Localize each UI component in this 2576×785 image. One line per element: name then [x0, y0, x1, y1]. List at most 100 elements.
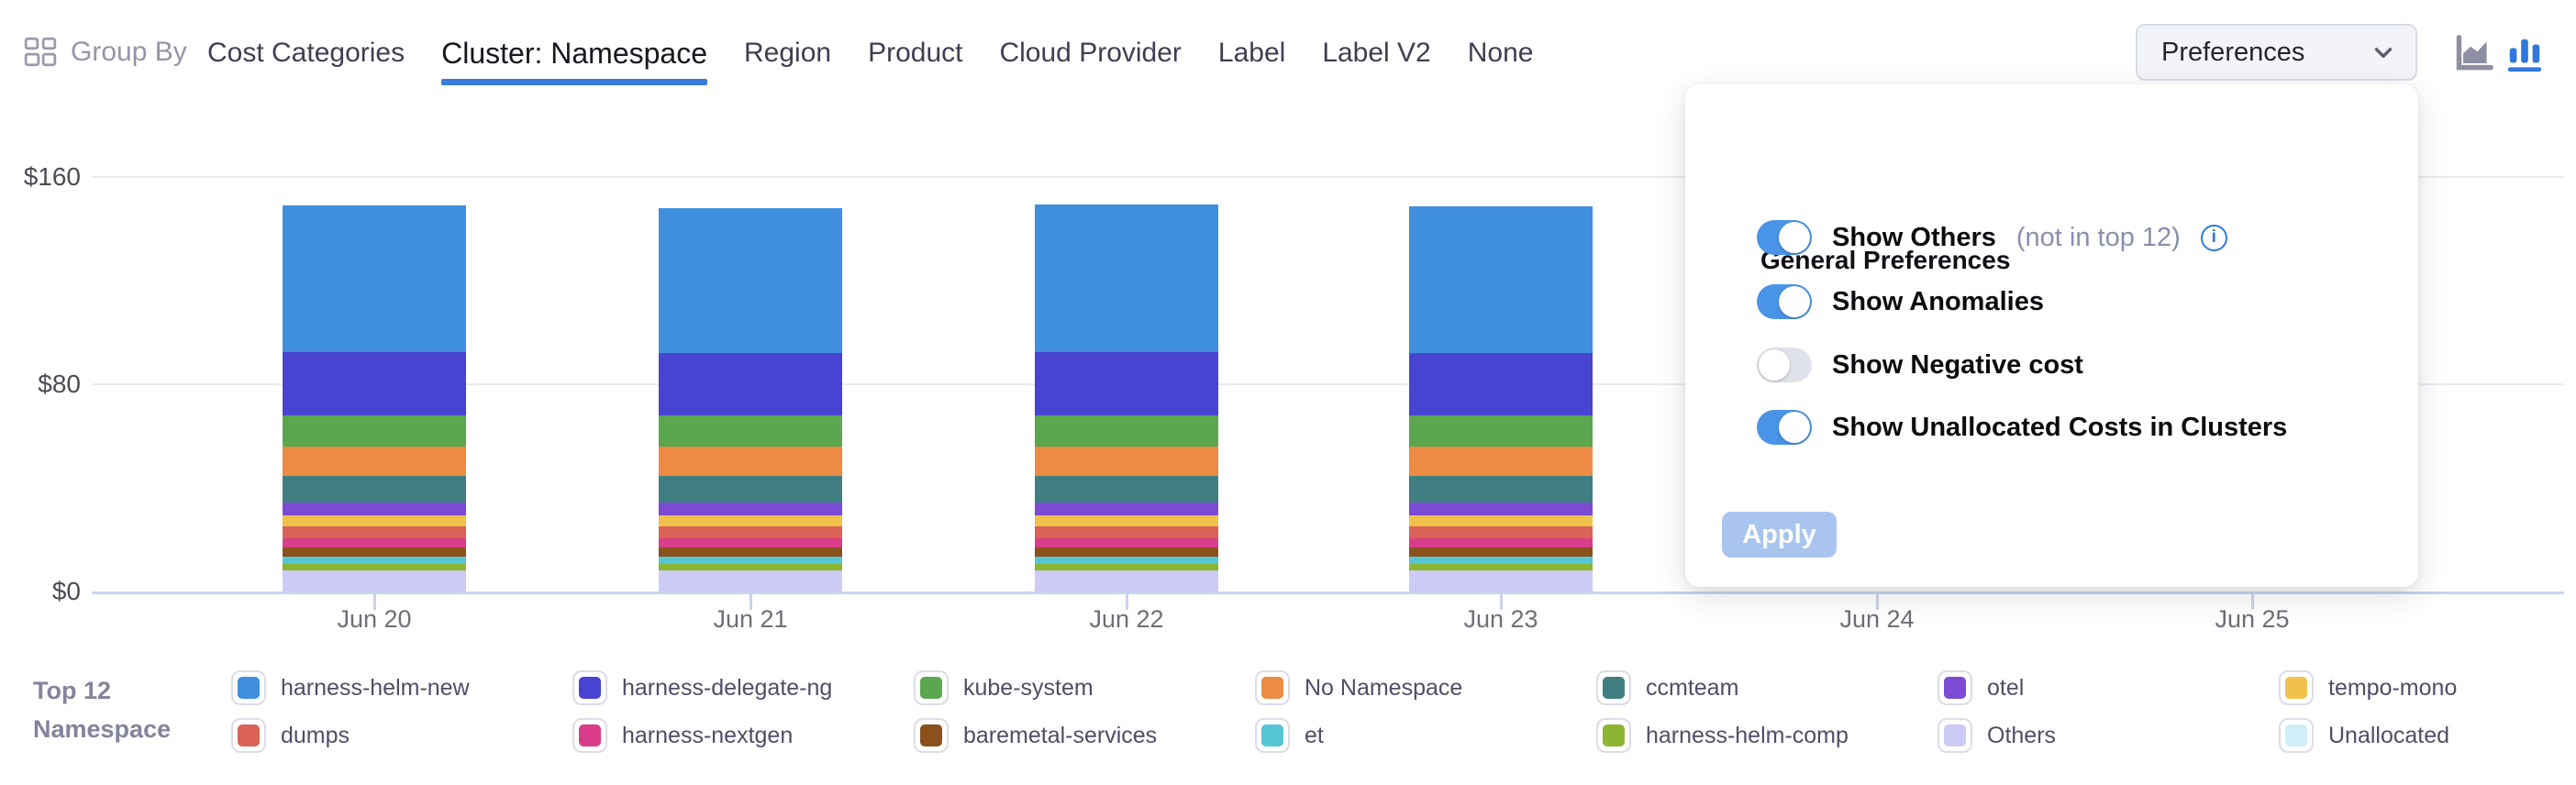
bar-segment-tempo-mono[interactable] — [1035, 514, 1218, 527]
bar-segment-kube-system[interactable] — [1035, 415, 1218, 447]
bar-segment-baremetal-services[interactable] — [283, 547, 466, 557]
bar-segment-ccmteam[interactable] — [1035, 476, 1218, 503]
bar-segment-harness-delegate-ng[interactable] — [1035, 351, 1218, 415]
bar-segment-others[interactable] — [283, 570, 466, 592]
bar-segment-others[interactable] — [659, 570, 842, 592]
tab-label[interactable]: Label — [1217, 38, 1286, 68]
legend-item-harness-delegate-ng[interactable]: harness-delegate-ng — [572, 664, 914, 712]
y-axis-label: $160 — [23, 162, 81, 191]
bar-segment-baremetal-services[interactable] — [1035, 547, 1218, 557]
bar-segment-harness-helm-new[interactable] — [283, 205, 466, 352]
info-icon[interactable]: i — [2200, 224, 2227, 251]
bar-segment-ccmteam[interactable] — [659, 476, 842, 503]
bar-segment-et[interactable] — [283, 556, 466, 565]
bar-segment-harness-nextgen[interactable] — [659, 538, 842, 547]
bar-segment-no-namespace[interactable] — [659, 446, 842, 477]
preference-row-show-unallocated-costs-in-clusters: Show Unallocated Costs in Clusters — [1757, 409, 2287, 446]
legend-swatch — [2279, 718, 2314, 753]
bar-chart-type-button[interactable] — [2504, 35, 2545, 73]
bar-segment-harness-nextgen[interactable] — [283, 538, 466, 547]
bar-segment-harness-delegate-ng[interactable] — [283, 351, 466, 415]
bar-segment-et[interactable] — [1035, 556, 1218, 565]
legend-item-tempo-mono[interactable]: tempo-mono — [2279, 664, 2576, 712]
tab-cloud-provider[interactable]: Cloud Provider — [999, 38, 1182, 68]
bar-segment-dumps[interactable] — [1409, 526, 1593, 539]
tab-none[interactable]: None — [1467, 38, 1534, 68]
bar-segment-others[interactable] — [1409, 570, 1593, 592]
bar-segment-otel[interactable] — [283, 502, 466, 515]
tab-label-v2[interactable]: Label V2 — [1322, 38, 1431, 68]
bar-segment-harness-helm-new[interactable] — [1409, 206, 1593, 354]
preferences-dropdown-label: Preferences — [2161, 37, 2305, 67]
bar-segment-harness-helm-comp[interactable] — [1409, 564, 1593, 571]
bar-segment-harness-helm-comp[interactable] — [1035, 564, 1218, 571]
legend-item-others[interactable]: Others — [1938, 712, 2279, 759]
legend-item-unallocated[interactable]: Unallocated — [2279, 712, 2576, 759]
bar-segment-kube-system[interactable] — [1409, 415, 1593, 447]
legend-item-harness-helm-new[interactable]: harness-helm-new — [231, 664, 572, 712]
legend-item-otel[interactable]: otel — [1938, 664, 2279, 712]
legend-item-et[interactable]: et — [1255, 712, 1596, 759]
toggle-show-others[interactable] — [1757, 220, 1812, 255]
bar-segment-harness-helm-comp[interactable] — [283, 564, 466, 571]
tab-region[interactable]: Region — [744, 38, 832, 68]
bar-segment-baremetal-services[interactable] — [659, 547, 842, 557]
tab-cluster-namespace[interactable]: Cluster: Namespace — [441, 37, 707, 85]
bar-segment-harness-helm-new[interactable] — [1035, 204, 1218, 352]
bar-segment-otel[interactable] — [1035, 502, 1218, 515]
group-by: Group By — [23, 35, 187, 70]
bar-segment-otel[interactable] — [1409, 502, 1593, 515]
apply-button[interactable]: Apply — [1722, 512, 1837, 558]
toggle-show-anomalies[interactable] — [1757, 284, 1812, 319]
bar-segment-tempo-mono[interactable] — [283, 514, 466, 527]
legend-item-kube-system[interactable]: kube-system — [914, 664, 1255, 712]
bar-segment-et[interactable] — [659, 556, 842, 565]
bar-segment-ccmteam[interactable] — [283, 476, 466, 503]
bar-segment-harness-nextgen[interactable] — [1035, 538, 1218, 547]
tab-product[interactable]: Product — [868, 38, 963, 68]
x-axis-tick — [749, 594, 752, 610]
bar-segment-otel[interactable] — [659, 502, 842, 515]
bar-segment-tempo-mono[interactable] — [1409, 514, 1593, 527]
legend-swatch — [1938, 670, 1972, 705]
bar-segment-dumps[interactable] — [1035, 526, 1218, 539]
bar-segment-harness-helm-new[interactable] — [659, 207, 842, 354]
bar-segment-no-namespace[interactable] — [283, 446, 466, 477]
x-axis-tick — [1500, 594, 1503, 610]
bar-segment-dumps[interactable] — [283, 526, 466, 539]
legend-swatch — [1596, 670, 1631, 705]
bar-segment-baremetal-services[interactable] — [1409, 547, 1593, 557]
legend-swatch — [914, 718, 949, 753]
legend-swatch — [1596, 718, 1631, 753]
bar-segment-harness-delegate-ng[interactable] — [1409, 353, 1593, 415]
bar-segment-harness-helm-comp[interactable] — [659, 564, 842, 571]
toggle-show-negative-cost[interactable] — [1757, 348, 1812, 382]
bar-segment-et[interactable] — [1409, 556, 1593, 565]
tab-cost-categories[interactable]: Cost Categories — [207, 38, 405, 68]
legend-item-baremetal-services[interactable]: baremetal-services — [914, 712, 1255, 759]
gridline — [92, 176, 2564, 178]
toggle-label: Show Unallocated Costs in Clusters — [1832, 412, 2288, 442]
bar-segment-kube-system[interactable] — [283, 415, 466, 447]
bar-segment-harness-delegate-ng[interactable] — [659, 353, 842, 415]
x-axis-tick — [373, 594, 376, 610]
bar-segment-others[interactable] — [1035, 570, 1218, 592]
legend-item-no-namespace[interactable]: No Namespace — [1255, 664, 1596, 712]
legend-item-dumps[interactable]: dumps — [231, 712, 572, 759]
legend-item-harness-helm-comp[interactable]: harness-helm-comp — [1596, 712, 1938, 759]
legend-swatch — [572, 670, 607, 705]
bar-segment-tempo-mono[interactable] — [659, 514, 842, 527]
area-chart-type-button[interactable] — [2453, 35, 2493, 73]
toggle-show-unallocated-costs-in-clusters[interactable] — [1757, 410, 1812, 445]
bar-segment-no-namespace[interactable] — [1409, 446, 1593, 477]
bar-segment-no-namespace[interactable] — [1035, 446, 1218, 477]
legend-item-ccmteam[interactable]: ccmteam — [1596, 664, 1938, 712]
legend-item-harness-nextgen[interactable]: harness-nextgen — [572, 712, 914, 759]
bar-segment-harness-nextgen[interactable] — [1409, 538, 1593, 547]
area-chart-icon — [2456, 35, 2493, 71]
preferences-dropdown-button[interactable]: Preferences — [2136, 24, 2417, 81]
bar-segment-dumps[interactable] — [659, 526, 842, 539]
bar-segment-kube-system[interactable] — [659, 415, 842, 447]
bar-segment-ccmteam[interactable] — [1409, 476, 1593, 503]
